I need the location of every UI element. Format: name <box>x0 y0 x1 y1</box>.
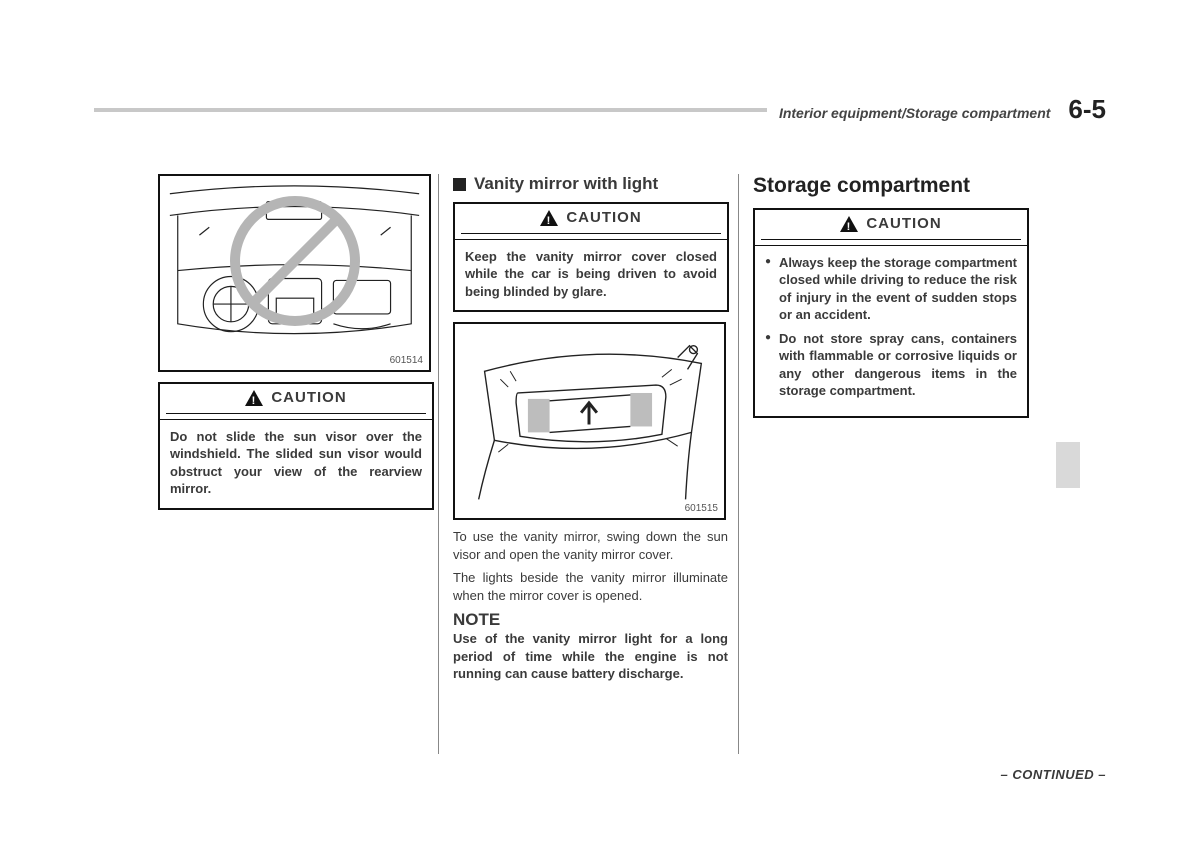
header-text-group: Interior equipment/Storage compartment 6… <box>767 94 1106 125</box>
continued-label: – CONTINUED – <box>1001 767 1106 782</box>
caution-text: Do not slide the sun visor over the wind… <box>160 420 432 508</box>
subheading-text: Vanity mirror with light <box>474 174 658 194</box>
caution-label: CAUTION <box>566 209 641 226</box>
figure-code: 601514 <box>390 355 423 366</box>
body-paragraph-2: The lights beside the vanity mirror illu… <box>453 569 728 604</box>
figure-sun-visor-prohibited: 601514 <box>158 174 431 372</box>
caution-box-storage: ! CAUTION Always keep the storage compar… <box>753 208 1029 418</box>
caution-heading: ! CAUTION <box>455 204 727 240</box>
caution-box-vanity: ! CAUTION Keep the vanity mirror cover c… <box>453 202 729 312</box>
caution-text: Keep the vanity mirror cover closed whil… <box>455 240 727 311</box>
caution-item: Do not store spray cans, containers with… <box>765 330 1017 400</box>
caution-item: Always keep the storage compartment clos… <box>765 254 1017 324</box>
content-columns: 601514 ! CAUTION Do not slide the sun vi… <box>158 174 1058 754</box>
caution-label: CAUTION <box>866 215 941 232</box>
figure-code: 601515 <box>685 503 718 514</box>
square-bullet-icon <box>453 178 466 191</box>
note-heading: NOTE <box>453 610 728 630</box>
vanity-mirror-line-art <box>455 324 724 519</box>
note-body: Use of the vanity mirror light for a lon… <box>453 630 728 683</box>
svg-text:!: ! <box>547 215 552 226</box>
column-1: 601514 ! CAUTION Do not slide the sun vi… <box>158 174 438 754</box>
column-2: Vanity mirror with light ! CAUTION Keep … <box>438 174 738 754</box>
page-header: Interior equipment/Storage compartment 6… <box>94 82 1106 134</box>
caution-list: Always keep the storage compartment clos… <box>755 246 1027 416</box>
warning-icon: ! <box>540 210 558 226</box>
svg-text:!: ! <box>252 395 257 406</box>
figure-vanity-mirror: 601515 <box>453 322 726 520</box>
caution-label: CAUTION <box>271 389 346 406</box>
section-tab <box>1056 442 1080 488</box>
caution-heading: ! CAUTION <box>755 210 1027 246</box>
section-heading-storage: Storage compartment <box>753 174 1028 198</box>
warning-icon: ! <box>840 216 858 232</box>
prohibition-icon <box>230 196 360 326</box>
caution-box-sunvisor: ! CAUTION Do not slide the sun visor ove… <box>158 382 434 510</box>
subheading-vanity-mirror: Vanity mirror with light <box>453 174 728 194</box>
warning-icon: ! <box>245 390 263 406</box>
column-3: Storage compartment ! CAUTION Always kee… <box>738 174 1038 754</box>
breadcrumb: Interior equipment/Storage compartment <box>779 105 1050 121</box>
caution-heading: ! CAUTION <box>160 384 432 420</box>
svg-text:!: ! <box>847 221 852 232</box>
body-paragraph-1: To use the vanity mirror, swing down the… <box>453 528 728 563</box>
page-number: 6-5 <box>1068 94 1106 125</box>
